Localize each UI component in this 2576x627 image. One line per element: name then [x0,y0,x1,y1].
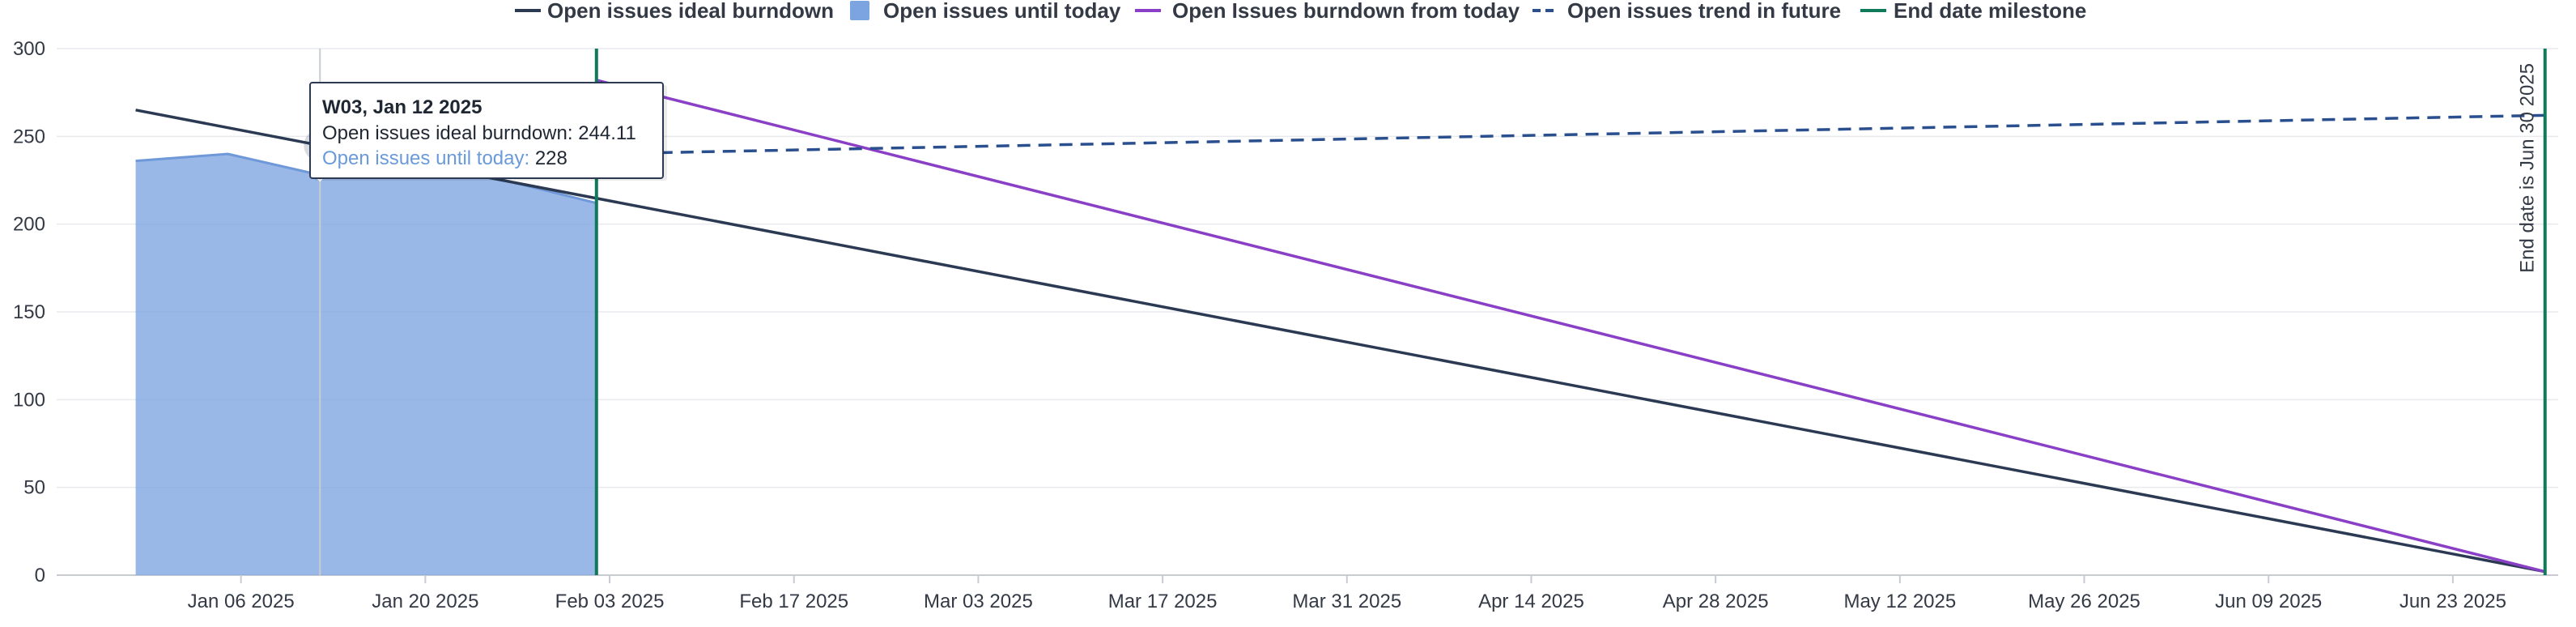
x-tick-label: Jan 20 2025 [372,591,478,612]
tooltip: W03, Jan 12 2025 Open issues ideal burndo… [309,82,667,181]
area-series-open-issues-until-today [135,154,597,575]
line-series-3 [596,113,2545,156]
end-date-plotline-label: End date is Jun 30 2025 [2517,63,2539,273]
legend-label: Open issues until today [883,0,1121,23]
legend-symbol-area [850,1,869,20]
y-tick-label: 300 [13,38,45,60]
x-tick-label: Mar 03 2025 [924,591,1033,612]
y-tick-label: 50 [23,477,45,499]
y-tick-label: 150 [13,301,45,323]
line-layer [135,79,2546,574]
legend-label: Open issues trend in future [1567,0,1841,23]
x-tick-label: May 26 2025 [2028,591,2140,612]
legend-label: Open issues ideal burndown [547,0,834,23]
x-tick-label: Jan 06 2025 [188,591,295,612]
x-tick-label: Mar 31 2025 [1292,591,1401,612]
legend-item: Open Issues burndown from today [1135,0,1520,23]
legend-label: Open Issues burndown from today [1172,0,1520,23]
tooltip-row-value: 228 [529,147,567,169]
x-tick-label: May 12 2025 [1843,591,1956,612]
y-tick-label: 250 [13,126,45,147]
tooltip-row: Open issues ideal burndown: 244.11 [322,122,636,144]
x-tick-label: Apr 28 2025 [1663,591,1769,612]
x-tick-label: Mar 17 2025 [1108,591,1218,612]
legend: Open issues ideal burndown Open issues un… [515,0,2086,23]
area-layer [135,152,597,575]
y-tick-label: 0 [35,565,45,586]
legend-item: End date milestone [1860,0,2086,23]
tooltip-row: Open issues until today: 228 [322,147,567,169]
legend-item: Open issues ideal burndown [515,0,834,23]
line-series-0 [135,109,2546,574]
x-tick-label: Jun 09 2025 [2215,591,2322,612]
y-tick-label: 100 [13,389,45,411]
tooltip-box [309,82,664,179]
axis-layer: 0 50 100 150 200 250 300 Jan 06 2025 Jan 20 2025… [13,38,2506,612]
tooltip-row-value: 244.11 [573,122,636,144]
y-tick-label: 200 [13,214,45,236]
line-series-2 [596,79,2546,574]
legend-label: End date milestone [1894,0,2086,23]
x-tick-label: Jun 23 2025 [2400,591,2506,612]
x-tick-label: Feb 03 2025 [555,591,665,612]
legend-item: Open issues trend in future [1532,0,1841,23]
tooltip-row-label: Open issues until today: [322,147,529,169]
x-tick-label: Apr 14 2025 [1478,591,1584,612]
x-tick-label: Feb 17 2025 [739,591,848,612]
legend-item: Open issues until today [850,0,1121,23]
tooltip-title: W03, Jan 12 2025 [322,96,482,118]
tooltip-row-label: Open issues ideal burndown: [322,122,573,144]
